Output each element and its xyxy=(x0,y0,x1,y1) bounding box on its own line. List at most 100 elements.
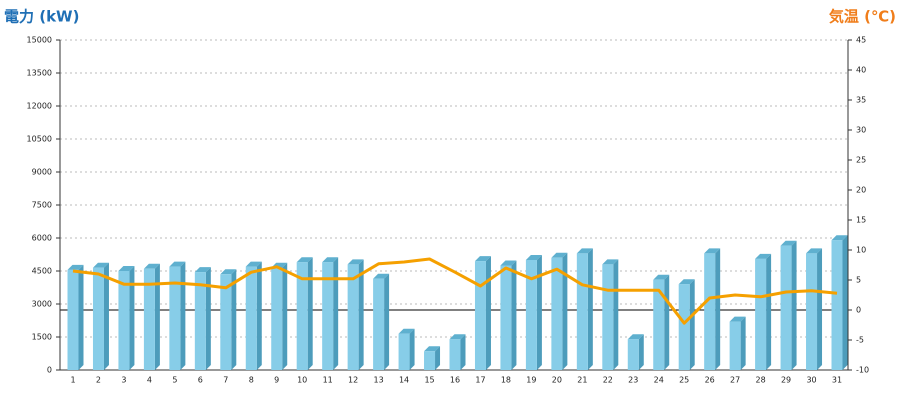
bar xyxy=(602,259,619,370)
bar xyxy=(729,316,746,370)
bar-top xyxy=(424,346,441,352)
bar-front xyxy=(92,267,104,370)
bar-side xyxy=(460,334,466,370)
bar-front xyxy=(755,258,767,370)
x-tick-label: 3 xyxy=(121,376,126,385)
bar-side xyxy=(129,266,135,370)
bar-side xyxy=(231,269,237,370)
line xyxy=(72,257,838,325)
bar-top xyxy=(551,252,568,258)
bar xyxy=(220,269,237,370)
bar-top xyxy=(500,260,517,266)
bar-front xyxy=(474,261,486,370)
x-tick-label: 29 xyxy=(781,376,791,385)
x-tick-label: 10 xyxy=(297,376,307,385)
bar xyxy=(245,261,262,370)
bar-side xyxy=(740,316,746,370)
bar-front xyxy=(449,339,461,370)
y-tick-label: 1500 xyxy=(32,333,52,342)
y2-tick-label: -10 xyxy=(856,366,869,375)
bar-front xyxy=(245,266,257,370)
bar-top xyxy=(118,266,135,271)
bar-side xyxy=(282,262,288,370)
y2-tick-label: 15 xyxy=(856,216,866,225)
bar-side xyxy=(78,264,84,370)
bar-top xyxy=(729,316,746,322)
bar-top xyxy=(704,248,721,254)
bar-front xyxy=(67,269,79,370)
bar-top xyxy=(143,263,160,269)
bar xyxy=(347,259,364,370)
bar xyxy=(271,262,288,370)
bar-top xyxy=(398,328,415,334)
y-tick-label: 0 xyxy=(47,366,52,375)
x-tick-label: 26 xyxy=(705,376,715,385)
bar-side xyxy=(256,261,262,370)
y-tick-label: 7500 xyxy=(32,201,52,210)
x-tick-label: 13 xyxy=(374,376,384,385)
y2-tick-label: 20 xyxy=(856,186,866,195)
bar-side xyxy=(511,260,517,370)
bar-front xyxy=(220,274,232,370)
x-tick-label: 15 xyxy=(424,376,434,385)
bar xyxy=(118,266,135,370)
bar-top xyxy=(780,240,797,246)
bar-front xyxy=(347,264,359,370)
bar-front xyxy=(271,267,283,370)
y2-axis-title: 気温 (℃) xyxy=(829,8,896,26)
bar-top xyxy=(92,262,109,268)
y2-tick-label: 30 xyxy=(856,126,866,135)
bar-top xyxy=(169,261,186,267)
bar-side xyxy=(409,328,415,370)
x-tick-label: 7 xyxy=(223,376,228,385)
bar-top xyxy=(474,256,491,262)
bar xyxy=(806,248,823,370)
bar-side xyxy=(205,267,211,370)
y-tick-label: 3000 xyxy=(32,300,52,309)
bar xyxy=(449,334,466,370)
bar-top xyxy=(296,257,313,263)
bar-front xyxy=(143,268,155,370)
y2-tick-label: 10 xyxy=(856,246,866,255)
x-tick-label: 2 xyxy=(96,376,101,385)
x-tick-label: 19 xyxy=(526,376,536,385)
bar-side xyxy=(613,259,619,370)
bar xyxy=(576,248,593,370)
bar xyxy=(169,261,186,370)
bar-top xyxy=(373,273,390,279)
bar-front xyxy=(169,266,181,370)
bar xyxy=(780,240,797,370)
y2-tick-label: -5 xyxy=(856,336,864,345)
bar-front xyxy=(653,279,665,370)
bar-side xyxy=(333,257,339,370)
x-tick-label: 22 xyxy=(603,376,613,385)
bar-side xyxy=(180,261,186,370)
bar-front xyxy=(704,253,716,370)
bar-top xyxy=(322,257,339,263)
y2-tick-label: 40 xyxy=(856,66,866,75)
bar-side xyxy=(435,346,441,370)
bar xyxy=(67,264,84,370)
bar xyxy=(627,334,644,370)
x-tick-label: 23 xyxy=(628,376,638,385)
y-tick-label: 15000 xyxy=(27,36,52,45)
y2-tick-label: 45 xyxy=(856,36,866,45)
x-tick-label: 31 xyxy=(832,376,842,385)
bar-front xyxy=(525,260,537,370)
y-axis-title: 電力 (kW) xyxy=(4,8,79,26)
y2-tick-label: 5 xyxy=(856,276,861,285)
y-tick-label: 6000 xyxy=(32,234,52,243)
bar-front xyxy=(500,265,512,370)
bar-side xyxy=(817,248,823,370)
x-tick-label: 4 xyxy=(147,376,152,385)
bar xyxy=(194,267,211,370)
bar-top xyxy=(653,274,670,280)
bar-side xyxy=(485,256,491,370)
bar-side xyxy=(587,248,593,370)
bar-side xyxy=(664,274,670,370)
bar-front xyxy=(194,272,206,370)
bar-top xyxy=(602,259,619,265)
x-tick-label: 14 xyxy=(399,376,409,385)
bar-side xyxy=(103,262,109,370)
